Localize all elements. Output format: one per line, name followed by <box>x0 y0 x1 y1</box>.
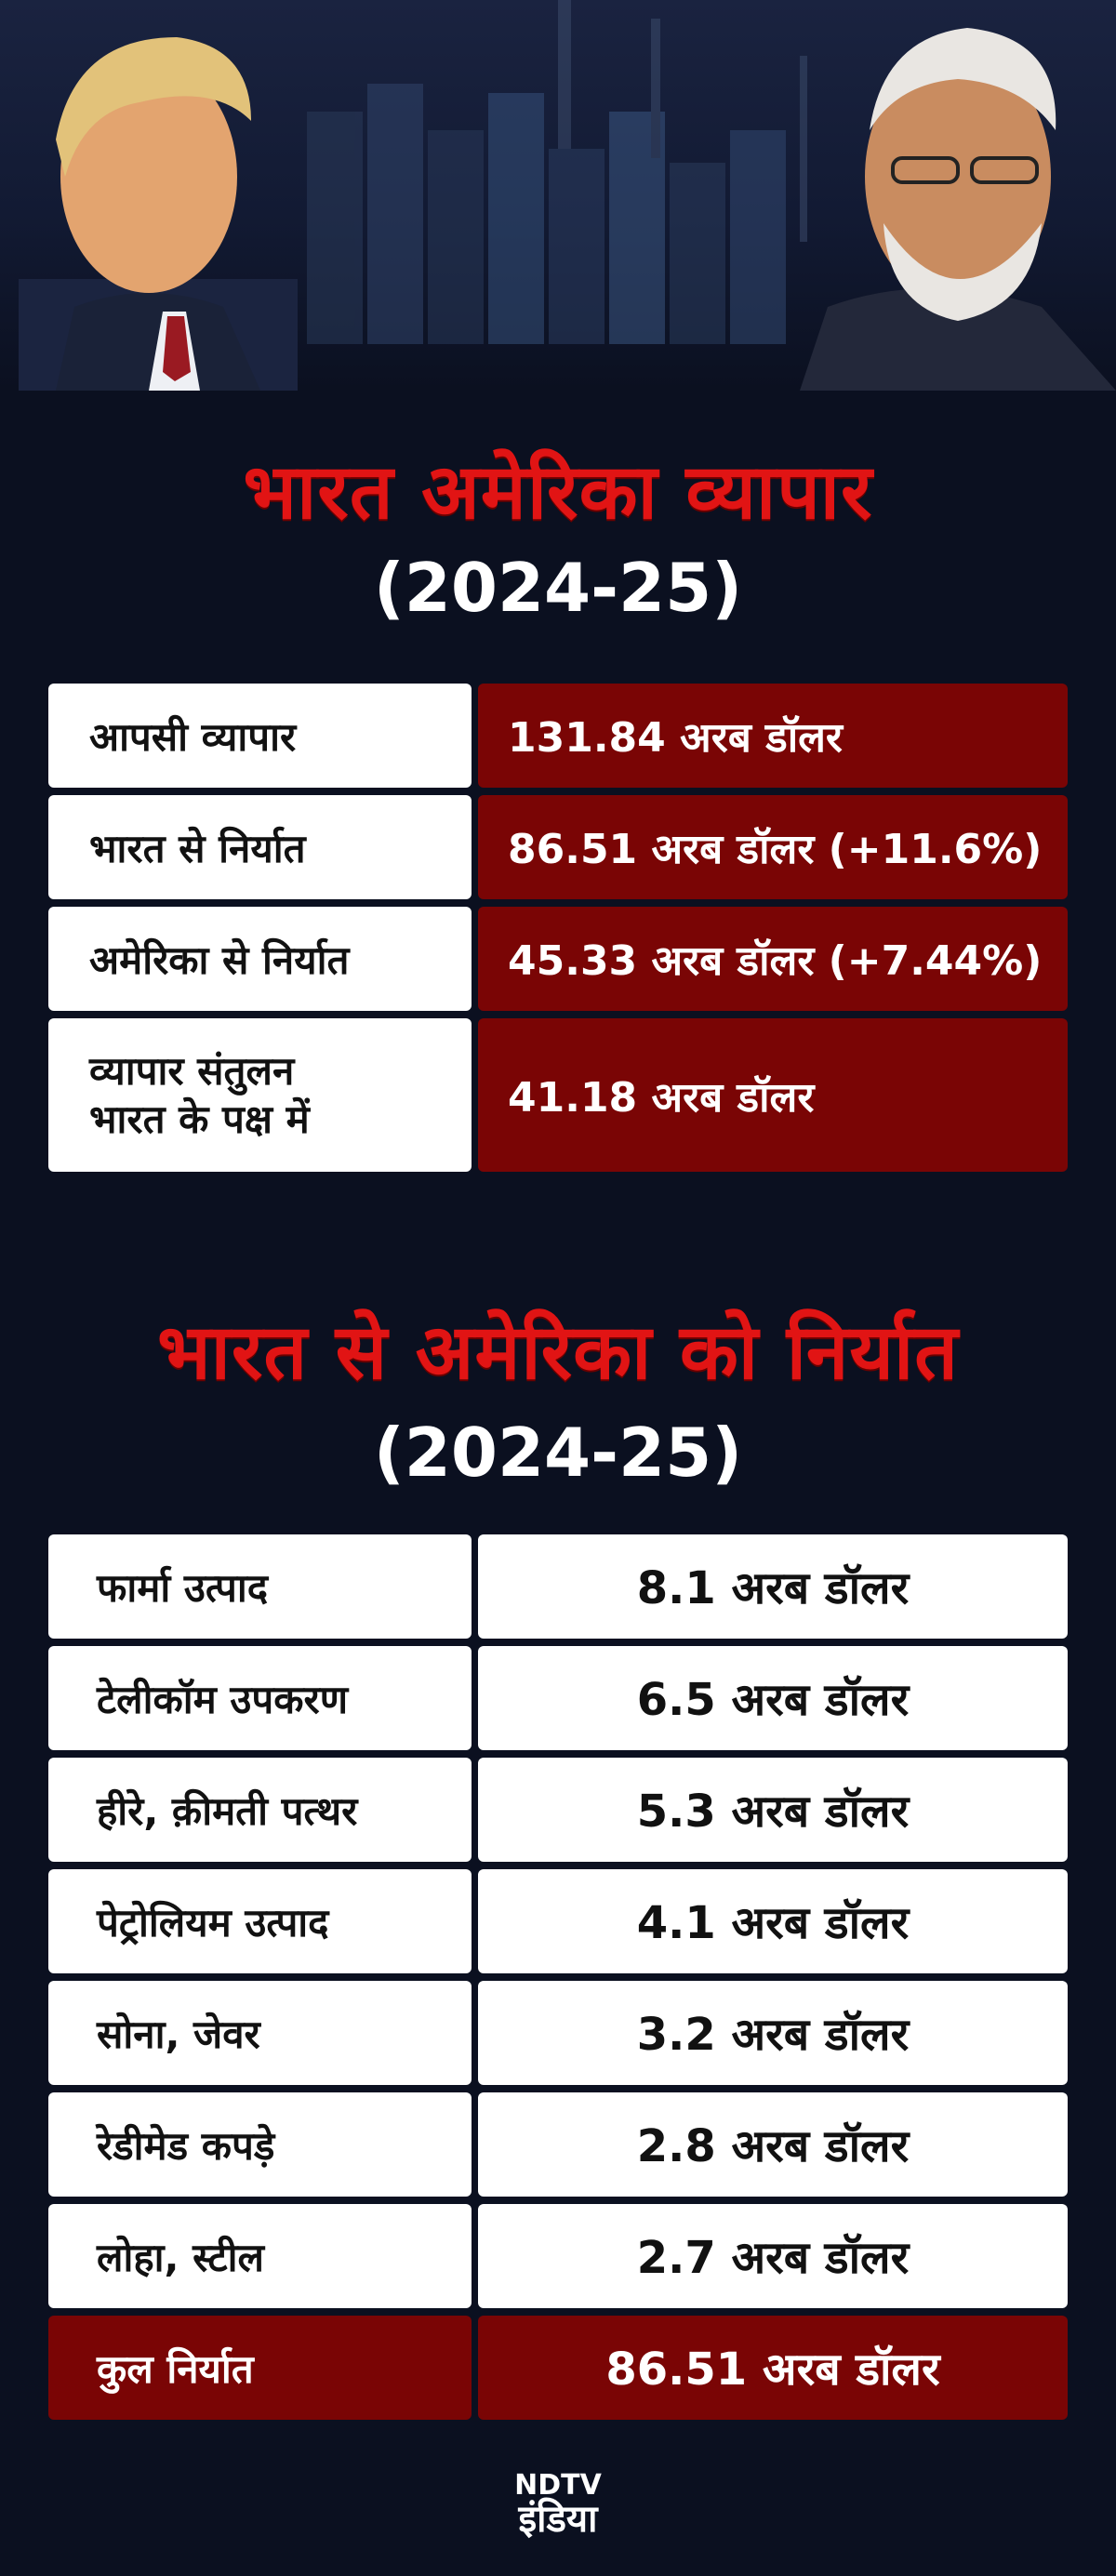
trade-row-label: भारत से निर्यात <box>48 795 472 899</box>
export-row: फार्मा उत्पाद 8.1 अरब डॉलर <box>48 1534 1068 1639</box>
export-row-label: रेडीमेड कपड़े <box>48 2092 472 2197</box>
hero-banner <box>0 0 1116 391</box>
export-row: रेडीमेड कपड़े 2.8 अरब डॉलर <box>48 2092 1068 2197</box>
trade-row-value: 86.51 अरब डॉलर (+11.6%) <box>478 795 1068 899</box>
trade-row-label-line1: व्यापार संतुलन <box>89 1048 295 1095</box>
trade-row-label: आपसी व्यापार <box>48 684 472 788</box>
export-row: सोना, जेवर 3.2 अरब डॉलर <box>48 1981 1068 2085</box>
export-row-label: हीरे, क़ीमती पत्थर <box>48 1758 472 1862</box>
export-row: टेलीकॉम उपकरण 6.5 अरब डॉलर <box>48 1646 1068 1750</box>
section2-year: (2024-25) <box>373 1414 743 1492</box>
ndtv-india-logo: NDTV इंडिया <box>0 2464 1116 2552</box>
export-row-value: 4.1 अरब डॉलर <box>478 1869 1068 1973</box>
export-row-value: 5.3 अरब डॉलर <box>478 1758 1068 1862</box>
trade-row: अमेरिका से निर्यात 45.33 अरब डॉलर (+7.44… <box>48 907 1068 1011</box>
export-row: पेट्रोलियम उत्पाद 4.1 अरब डॉलर <box>48 1869 1068 1973</box>
export-row-label: पेट्रोलियम उत्पाद <box>48 1869 472 1973</box>
trade-row: भारत से निर्यात 86.51 अरब डॉलर (+11.6%) <box>48 795 1068 899</box>
hero-illustration <box>19 0 1116 391</box>
export-row: हीरे, क़ीमती पत्थर 5.3 अरब डॉलर <box>48 1758 1068 1862</box>
trade-row: आपसी व्यापार 131.84 अरब डॉलर <box>48 684 1068 788</box>
trade-row-label: अमेरिका से निर्यात <box>48 907 472 1011</box>
trade-row-value: 41.18 अरब डॉलर <box>478 1018 1068 1172</box>
export-row: लोहा, स्टील 2.7 अरब डॉलर <box>48 2204 1068 2308</box>
export-total-label: कुल निर्यात <box>48 2316 472 2420</box>
section1-title: भारत अमेरिका व्यापार <box>243 448 873 537</box>
trade-row-value: 45.33 अरब डॉलर (+7.44%) <box>478 907 1068 1011</box>
export-row-label: लोहा, स्टील <box>48 2204 472 2308</box>
section2-title: भारत से अमेरिका को निर्यात <box>157 1308 959 1397</box>
trade-row-value: 131.84 अरब डॉलर <box>478 684 1068 788</box>
export-row-label: टेलीकॉम उपकरण <box>48 1646 472 1750</box>
trade-row: व्यापार संतुलन भारत के पक्ष में 41.18 अर… <box>48 1018 1068 1172</box>
left-portrait <box>19 37 298 391</box>
svg-text:इंडिया: इंडिया <box>518 2497 600 2539</box>
right-portrait <box>800 28 1116 391</box>
section1-year: (2024-25) <box>373 549 743 627</box>
svg-text:NDTV: NDTV <box>514 2469 602 2502</box>
export-row-label: फार्मा उत्पाद <box>48 1534 472 1639</box>
export-total-value: 86.51 अरब डॉलर <box>478 2316 1068 2420</box>
export-total-row: कुल निर्यात 86.51 अरब डॉलर <box>48 2316 1068 2420</box>
ndtv-logo-mark: NDTV इंडिया <box>514 2469 602 2541</box>
trade-row-label-line2: भारत के पक्ष में <box>89 1095 310 1142</box>
export-row-value: 3.2 अरब डॉलर <box>478 1981 1068 2085</box>
export-row-value: 8.1 अरब डॉलर <box>478 1534 1068 1639</box>
export-row-label: सोना, जेवर <box>48 1981 472 2085</box>
export-row-value: 2.7 अरब डॉलर <box>478 2204 1068 2308</box>
trade-row-label: व्यापार संतुलन भारत के पक्ष में <box>48 1018 472 1172</box>
export-row-value: 6.5 अरब डॉलर <box>478 1646 1068 1750</box>
export-row-value: 2.8 अरब डॉलर <box>478 2092 1068 2197</box>
